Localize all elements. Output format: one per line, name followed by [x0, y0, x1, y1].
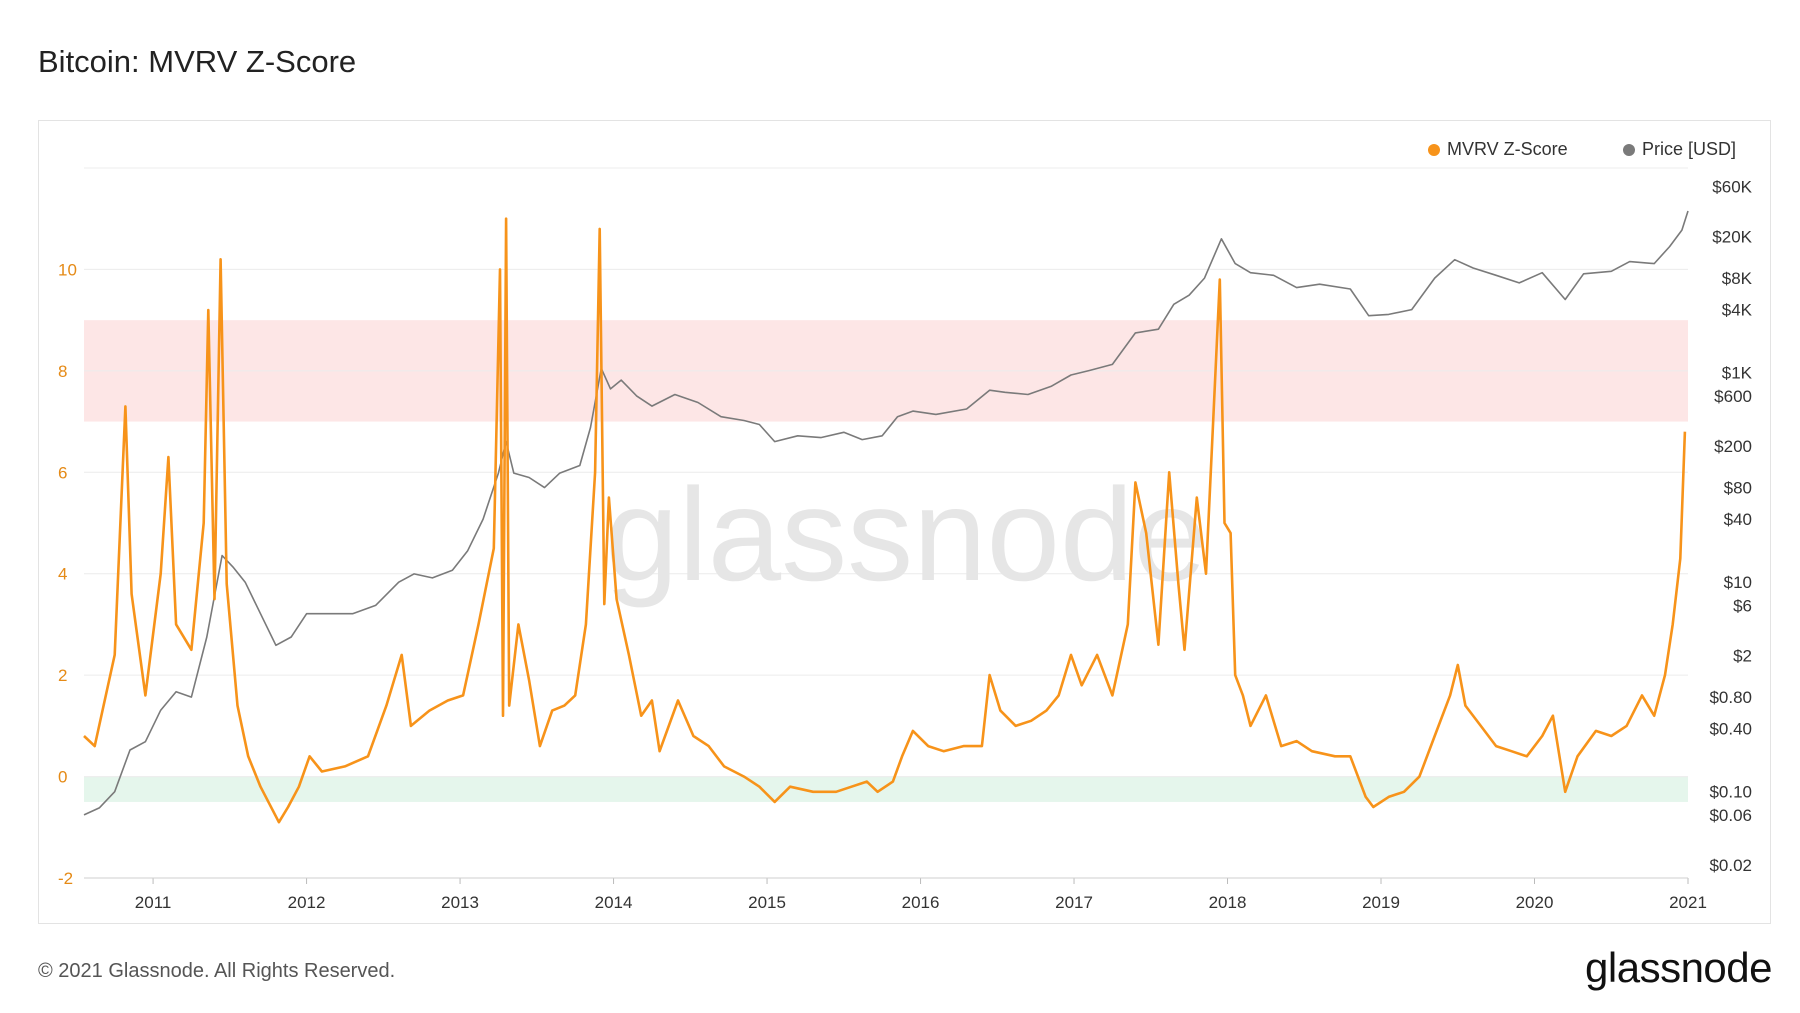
right-tick-label: $8K	[1722, 269, 1753, 288]
left-axis-ticks: -2 0 2 4 6 8 10	[58, 260, 77, 888]
right-tick-label: $0.06	[1709, 806, 1752, 825]
footer-logo[interactable]: glassnode	[1585, 944, 1772, 991]
right-tick-label: $0.10	[1709, 783, 1752, 802]
legend-item-zscore[interactable]: MVRV Z-Score	[1428, 139, 1568, 160]
x-tick-label: 2020	[1516, 893, 1554, 912]
watermark: glassnode	[605, 461, 1207, 608]
x-tick-label: 2013	[441, 893, 479, 912]
footer-copyright: © 2021 Glassnode. All Rights Reserved.	[38, 960, 396, 982]
right-tick-label: $20K	[1712, 227, 1752, 246]
page-title: Bitcoin: MVRV Z-Score	[38, 44, 357, 79]
legend-label-price: Price [USD]	[1642, 139, 1737, 159]
left-tick-label: 8	[58, 362, 67, 381]
price-series	[83, 210, 1689, 816]
x-tick-label: 2014	[595, 893, 633, 912]
right-tick-label: $0.02	[1709, 856, 1752, 875]
x-tick-label: 2019	[1362, 893, 1400, 912]
left-tick-label: 10	[58, 260, 77, 279]
right-tick-label: $60K	[1712, 177, 1752, 196]
right-tick-label: $10	[1724, 573, 1752, 592]
left-tick-label: -2	[58, 869, 73, 888]
right-tick-label: $200	[1714, 437, 1752, 456]
legend-dot-zscore-icon	[1428, 143, 1440, 156]
price-line	[83, 210, 1689, 816]
right-tick-label: $40	[1724, 510, 1752, 529]
green-band	[84, 776, 1688, 802]
right-tick-label: $0.80	[1709, 688, 1752, 707]
x-tick-label: 2018	[1209, 893, 1247, 912]
x-tick-label: 2012	[288, 893, 326, 912]
x-tick-label: 2015	[748, 893, 786, 912]
legend-dot-price-icon	[1623, 143, 1635, 156]
x-tick-label: 2021	[1669, 893, 1707, 912]
x-tick-label: 2017	[1055, 893, 1093, 912]
right-tick-label: $80	[1724, 479, 1752, 498]
x-axis-ticks: 2011 2012 2013 2014 2015 2016 2017 2018 2019 2020…	[135, 878, 1707, 912]
right-tick-label: $600	[1714, 387, 1752, 406]
right-tick-label: $1K	[1722, 364, 1753, 383]
x-tick-label: 2016	[902, 893, 940, 912]
right-tick-label: $0.40	[1709, 720, 1752, 739]
left-tick-label: 2	[58, 666, 67, 685]
right-tick-label: $2	[1733, 646, 1752, 665]
left-tick-label: 6	[58, 463, 67, 482]
x-tick-label: 2011	[135, 893, 172, 912]
legend-item-price[interactable]: Price [USD]	[1623, 139, 1736, 160]
legend-label-zscore: MVRV Z-Score	[1447, 139, 1568, 159]
right-axis-ticks: $60K $20K $8K $4K $1K $600 $200 $80 $40 $10 $6 $2 $0…	[1709, 177, 1752, 874]
zscore-series	[83, 217, 1687, 824]
zscore-line	[83, 217, 1687, 824]
right-tick-label: $6	[1733, 596, 1752, 615]
left-tick-label: 0	[58, 768, 67, 787]
right-tick-label: $4K	[1722, 301, 1753, 320]
left-tick-label: 4	[58, 565, 67, 584]
